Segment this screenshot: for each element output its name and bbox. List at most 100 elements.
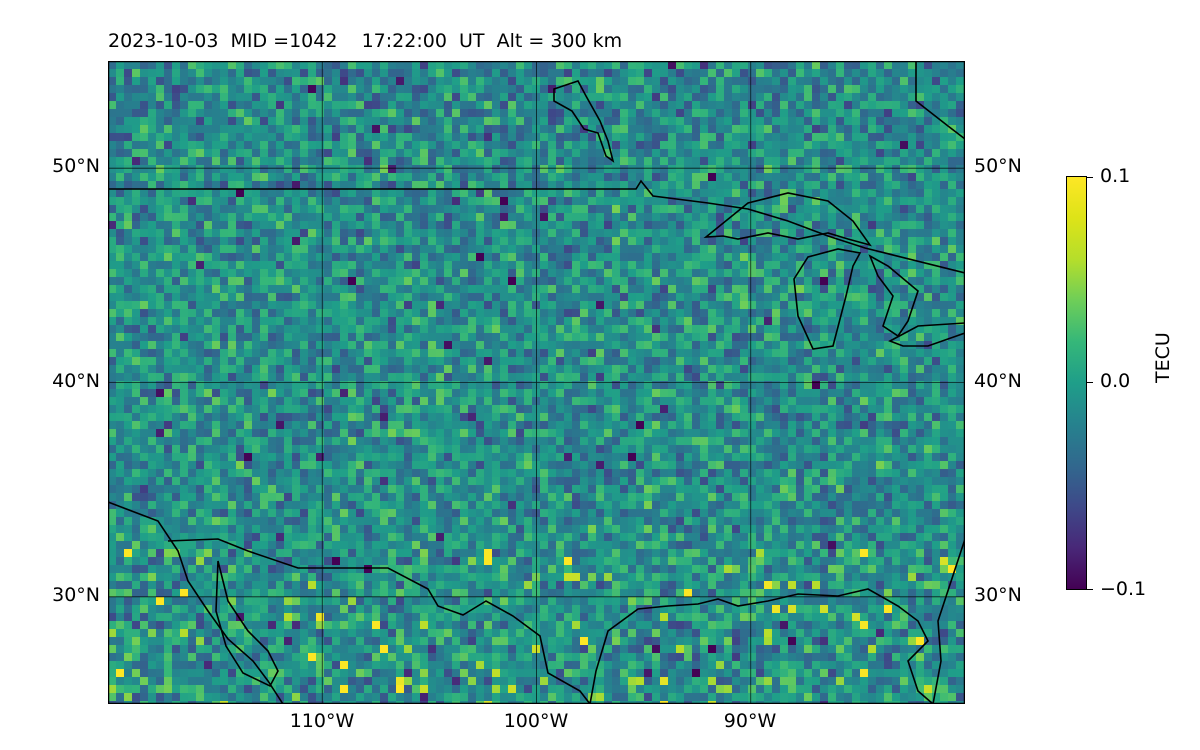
- tec-cell: [508, 333, 517, 342]
- tec-cell: [372, 189, 381, 198]
- tec-cell: [932, 157, 941, 166]
- tec-cell: [684, 373, 693, 382]
- tec-cell: [292, 173, 301, 182]
- tec-cell: [628, 317, 637, 326]
- tec-cell: [652, 341, 661, 350]
- tec-cell: [772, 261, 781, 270]
- tec-cell: [596, 357, 605, 366]
- tec-cell: [372, 341, 381, 350]
- tec-cell: [476, 301, 485, 310]
- tec-cell: [108, 333, 117, 342]
- tec-cell: [388, 189, 397, 198]
- tec-cell: [428, 221, 437, 230]
- tec-cell: [188, 277, 197, 286]
- tec-cell: [132, 333, 141, 342]
- tec-cell: [540, 357, 549, 366]
- tec-cell: [348, 309, 357, 318]
- tec-cell: [628, 237, 637, 246]
- tec-cell: [828, 61, 837, 70]
- tec-cell: [108, 349, 117, 358]
- tec-cell: [708, 221, 717, 230]
- tec-cell: [356, 269, 365, 278]
- tec-cell: [276, 429, 285, 438]
- tec-cell: [372, 413, 381, 422]
- tec-cell: [444, 325, 453, 334]
- tec-cell: [428, 245, 437, 254]
- tec-cell: [196, 69, 205, 78]
- tec-cell: [348, 389, 357, 398]
- tec-cell: [876, 341, 885, 350]
- tec-cell: [780, 421, 789, 430]
- tec-cell: [380, 237, 389, 246]
- tec-cell: [796, 389, 805, 398]
- tec-cell: [644, 245, 653, 254]
- tec-cell: [828, 221, 837, 230]
- tec-cell: [892, 357, 901, 366]
- tec-cell: [268, 101, 277, 110]
- tec-cell: [228, 381, 237, 390]
- tec-cell: [564, 421, 573, 430]
- tec-cell: [540, 237, 549, 246]
- tec-cell: [924, 253, 933, 262]
- tec-cell: [348, 413, 357, 422]
- tec-cell: [548, 109, 557, 118]
- tec-cell: [204, 205, 213, 214]
- tec-cell: [692, 381, 701, 390]
- tec-cell: [468, 69, 477, 78]
- tec-cell: [844, 293, 853, 302]
- tec-cell: [428, 293, 437, 302]
- tec-cell: [844, 205, 853, 214]
- tec-cell: [556, 277, 565, 286]
- tec-cell: [244, 125, 253, 134]
- tec-cell: [836, 389, 845, 398]
- tec-cell: [572, 229, 581, 238]
- tec-cell: [132, 381, 141, 390]
- tec-cell: [140, 365, 149, 374]
- tec-cell: [732, 101, 741, 110]
- tec-cell: [172, 253, 181, 262]
- tec-cell: [756, 61, 765, 70]
- tec-cell: [516, 317, 525, 326]
- tec-cell: [836, 397, 845, 406]
- tec-cell: [820, 253, 829, 262]
- tec-cell: [860, 285, 869, 294]
- tec-cell: [228, 229, 237, 238]
- tec-cell: [676, 317, 685, 326]
- tec-cell: [868, 373, 877, 382]
- tec-cell: [756, 229, 765, 238]
- tec-cell: [580, 181, 589, 190]
- tec-cell: [740, 165, 749, 174]
- tec-cell: [132, 181, 141, 190]
- tec-cell: [156, 109, 165, 118]
- tec-cell: [332, 405, 341, 414]
- tec-cell: [508, 109, 517, 118]
- tec-cell: [172, 125, 181, 134]
- tec-cell: [116, 325, 125, 334]
- tec-cell: [500, 309, 509, 318]
- tec-cell: [684, 357, 693, 366]
- tec-cell: [284, 61, 293, 70]
- tec-cell: [860, 213, 869, 222]
- tec-cell: [932, 93, 941, 102]
- tec-cell: [580, 373, 589, 382]
- tec-cell: [732, 373, 741, 382]
- tec-cell: [524, 229, 533, 238]
- tec-cell: [692, 61, 701, 70]
- tec-cell: [228, 213, 237, 222]
- tec-cell: [852, 101, 861, 110]
- tec-cell: [468, 157, 477, 166]
- tec-cell: [852, 365, 861, 374]
- tec-cell: [348, 173, 357, 182]
- tec-cell: [484, 341, 493, 350]
- tec-cell: [468, 413, 477, 422]
- tec-cell: [852, 173, 861, 182]
- tec-cell: [748, 245, 757, 254]
- tec-cell: [828, 237, 837, 246]
- tec-cell: [300, 285, 309, 294]
- tec-cell: [172, 69, 181, 78]
- tec-cell: [172, 237, 181, 246]
- tec-cell: [796, 165, 805, 174]
- tec-cell: [116, 181, 125, 190]
- tec-cell: [684, 325, 693, 334]
- tec-cell: [820, 301, 829, 310]
